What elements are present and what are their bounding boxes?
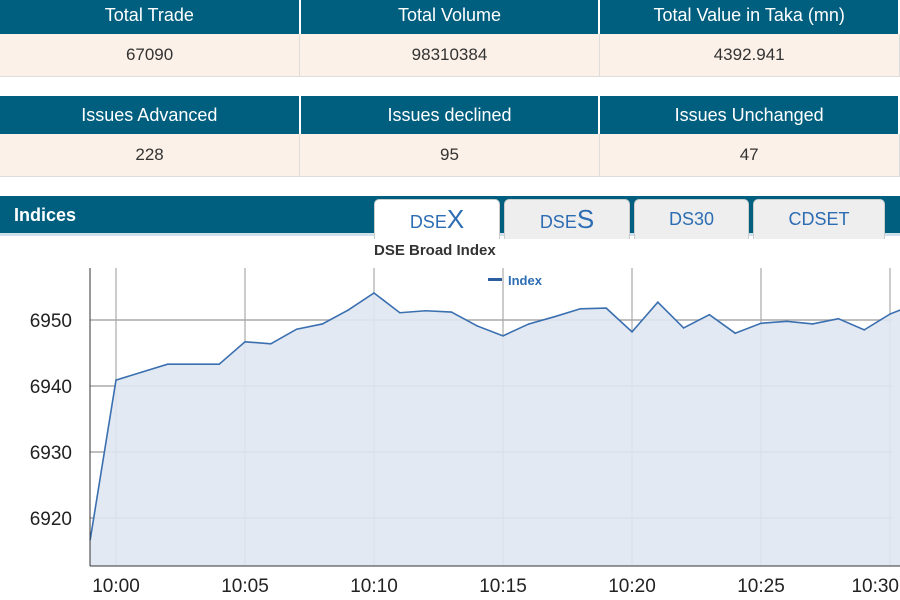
data-point <box>811 323 814 325</box>
data-point <box>889 313 891 315</box>
header-issues-declined: Issues declined <box>299 96 601 134</box>
header-issues-unchanged: Issues Unchanged <box>599 96 900 134</box>
issues-unchanged-value: 47 <box>599 134 900 177</box>
x-tick-label: 10:20 <box>608 576 656 597</box>
data-point <box>476 325 479 327</box>
x-tick-label: 10:10 <box>350 576 398 597</box>
data-point <box>863 329 865 331</box>
issues-table: Issues Advanced Issues declined Issues Unc… <box>0 96 900 177</box>
data-point <box>321 323 324 325</box>
total-trade-value: 67090 <box>0 34 301 77</box>
legend-label: Index <box>508 273 543 288</box>
header-total-trade: Total Trade <box>0 0 301 34</box>
data-point <box>579 307 582 310</box>
y-tick-label: 6920 <box>30 509 72 530</box>
data-point <box>760 322 762 325</box>
data-point <box>192 363 195 366</box>
trade-summary-table: Total Trade Total Volume Total Value in Ta… <box>0 0 900 77</box>
data-point <box>631 331 633 333</box>
tab-dses-prefix: DSE <box>539 212 577 232</box>
issues-advanced-value: 228 <box>0 134 301 177</box>
data-point <box>837 317 840 320</box>
data-point <box>373 292 375 294</box>
x-tick-label: 10:15 <box>479 576 527 597</box>
data-point <box>682 327 685 329</box>
total-value-taka: 4392.941 <box>599 34 900 77</box>
x-tick-label: 10:25 <box>737 576 785 597</box>
data-point <box>347 309 350 311</box>
header-issues-advanced: Issues Advanced <box>0 96 301 134</box>
total-volume-value: 98310384 <box>299 34 600 77</box>
x-tick-label: 10:00 <box>92 576 140 597</box>
y-tick-label: 6930 <box>30 443 72 464</box>
header-total-volume: Total Volume <box>299 0 601 34</box>
legend-swatch <box>488 278 502 281</box>
tab-dsex-prefix: DSE <box>409 212 447 232</box>
data-point <box>141 371 143 373</box>
data-point <box>708 313 711 316</box>
tab-cdset[interactable]: CDSET <box>753 199 885 239</box>
data-point <box>502 335 504 337</box>
x-tick-label: 10:30 <box>851 576 899 597</box>
y-tick-label: 6940 <box>30 377 72 398</box>
data-point <box>786 320 788 323</box>
data-point <box>218 363 220 366</box>
data-point <box>115 379 117 381</box>
y-tick-label: 6950 <box>30 311 72 332</box>
tab-ds30[interactable]: DS30 <box>634 199 749 239</box>
chart-title: DSE Broad Index <box>374 242 496 259</box>
data-point <box>244 340 246 343</box>
tab-dses[interactable]: DSES <box>504 199 630 239</box>
data-point <box>450 311 453 313</box>
data-point <box>553 315 556 318</box>
data-point <box>270 342 272 345</box>
area-fill <box>90 292 900 566</box>
tab-dsex[interactable]: DSEX <box>374 199 500 239</box>
tab-dsex-suffix: X <box>446 204 465 234</box>
data-point <box>295 328 298 331</box>
data-point <box>734 332 736 335</box>
data-point <box>605 307 607 309</box>
tab-dses-suffix: S <box>576 204 595 234</box>
indices-title: Indices <box>14 205 77 225</box>
data-point <box>399 311 401 314</box>
x-tick-label: 10:05 <box>221 576 269 597</box>
data-point <box>166 363 169 366</box>
data-point <box>424 309 427 312</box>
data-point <box>657 301 659 303</box>
data-point <box>528 323 530 325</box>
issues-declined-value: 95 <box>299 134 600 177</box>
header-total-value: Total Value in Taka (mn) <box>599 0 900 34</box>
